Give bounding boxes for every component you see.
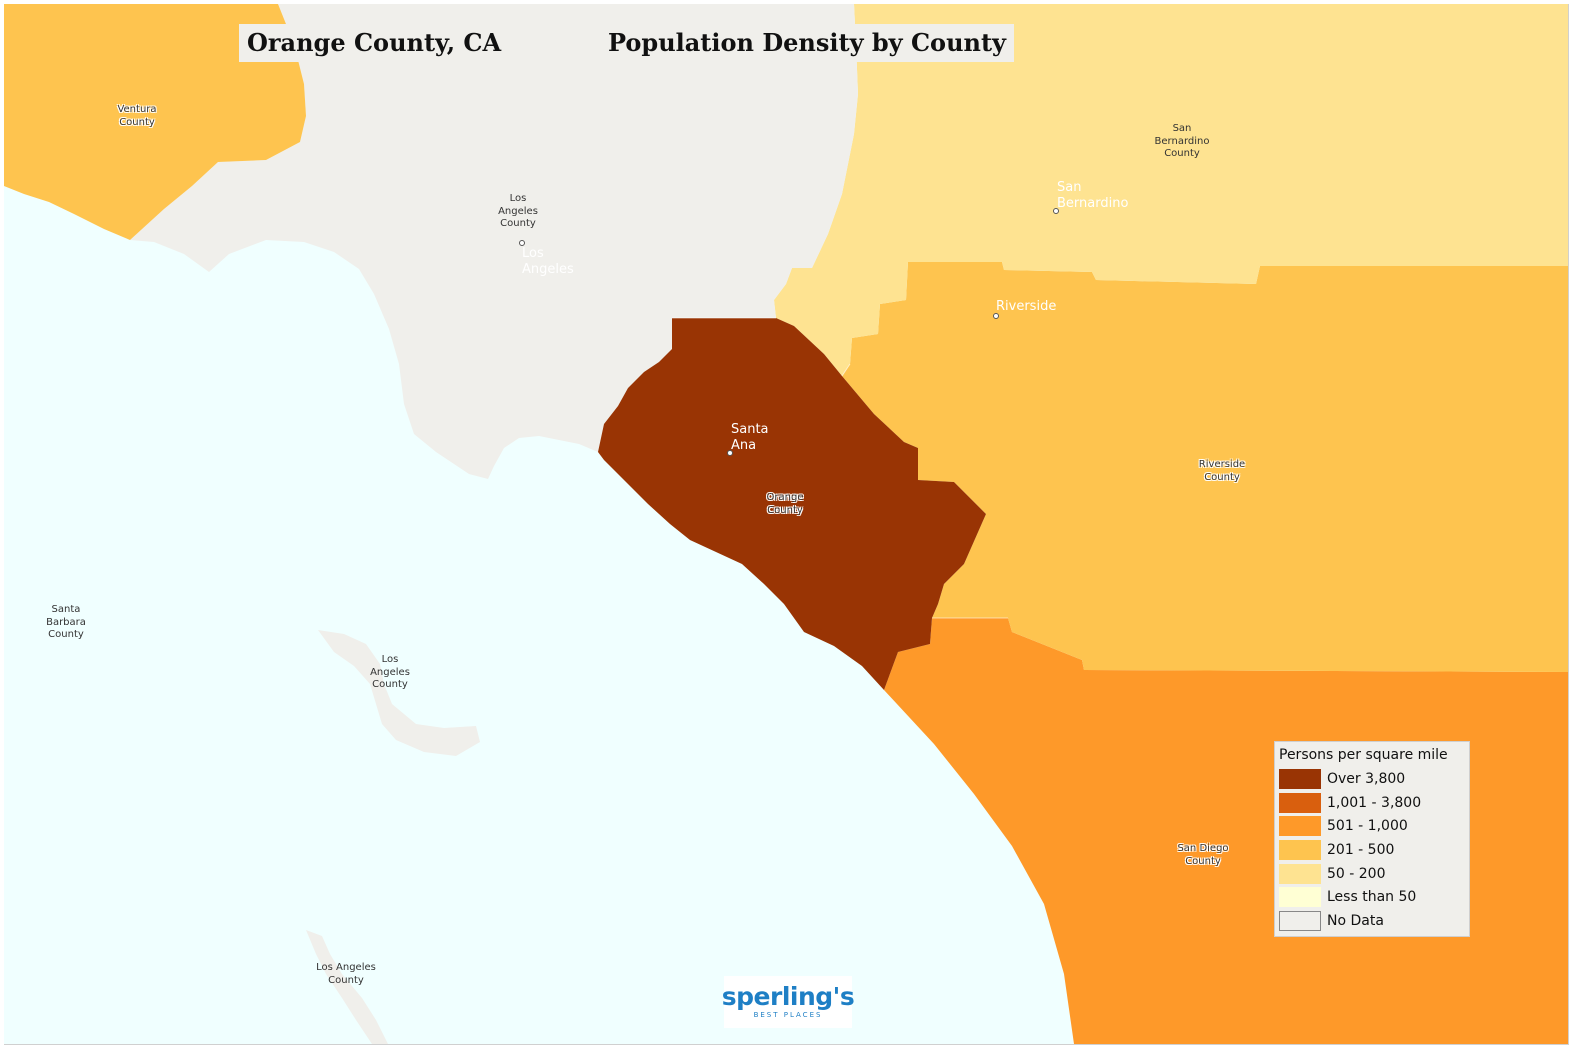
legend-label: Over 3,800 [1327,770,1406,787]
county-label-los-angeles: Los Angeles County [498,193,538,229]
legend-item: Less than 50 [1279,885,1465,909]
legend-swatch [1279,910,1321,931]
legend-item: 501 - 1,000 [1279,814,1465,838]
legend-item: 201 - 500 [1279,838,1465,862]
logo-tagline: BEST PLACES [753,1011,823,1019]
city-label-riverside: Riverside [996,299,1057,314]
county-label-catalina: Los Angeles County [370,654,410,690]
legend: Persons per square mile Over 3,800 1,001… [1274,741,1470,937]
county-label-santa-barbara: Santa Barbara County [46,604,86,640]
legend-item: 50 - 200 [1279,862,1465,886]
legend-swatch [1279,839,1321,860]
legend-label: 201 - 500 [1327,841,1395,858]
city-label-santa-ana: Santa Ana [731,422,769,453]
city-marker-riverside[interactable] [993,313,999,319]
legend-item: 1,001 - 3,800 [1279,791,1465,815]
county-label-san-clemente: Los Angeles County [316,962,376,986]
harbor-detail [509,444,544,474]
region-orange[interactable] [598,318,986,690]
legend-label: 501 - 1,000 [1327,818,1408,835]
legend-swatch [1279,887,1321,908]
map-title-subject: Population Density by County [600,24,1014,62]
legend-label: 50 - 200 [1327,865,1386,882]
legend-item: Over 3,800 [1279,767,1465,791]
city-marker-san-bernardino[interactable] [1053,208,1059,214]
legend-swatch [1279,768,1321,789]
legend-label: No Data [1327,912,1384,929]
legend-label: Less than 50 [1327,889,1417,906]
sperlings-logo: sperling's BEST PLACES [721,976,855,1028]
county-label-san-bernardino: San Bernardino County [1154,123,1210,159]
county-label-san-diego: San Diego County [1177,843,1229,867]
region-san-clemente-island[interactable] [306,930,388,1044]
legend-swatch [1279,816,1321,837]
county-borders [672,317,1008,619]
county-label-orange: Orange County [766,492,804,516]
logo-wordmark: sperling's [721,982,855,1011]
legend-label: 1,001 - 3,800 [1327,794,1422,811]
city-label-los-angeles: Los Angeles [522,246,574,277]
map-canvas [4,4,1568,1044]
region-san-diego[interactable] [884,618,1568,1044]
region-los-angeles[interactable] [130,4,858,479]
region-catalina-island[interactable] [318,630,480,756]
city-marker-santa-ana[interactable] [727,450,733,456]
city-marker-los-angeles[interactable] [519,240,525,246]
legend-swatch [1279,863,1321,884]
legend-title: Persons per square mile [1279,747,1448,763]
county-label-riverside: Riverside County [1198,459,1246,483]
region-riverside[interactable] [842,262,1568,672]
legend-swatch [1279,792,1321,813]
map[interactable]: Orange County, CA Population Density by … [4,4,1569,1045]
county-label-ventura: Ventura County [117,104,157,128]
legend-item: No Data [1279,909,1465,933]
city-label-san-bernardino: San Bernardino [1057,180,1129,211]
map-title-location: Orange County, CA [239,24,510,62]
region-ventura[interactable] [4,4,306,240]
region-san-bernardino[interactable] [774,4,1568,376]
